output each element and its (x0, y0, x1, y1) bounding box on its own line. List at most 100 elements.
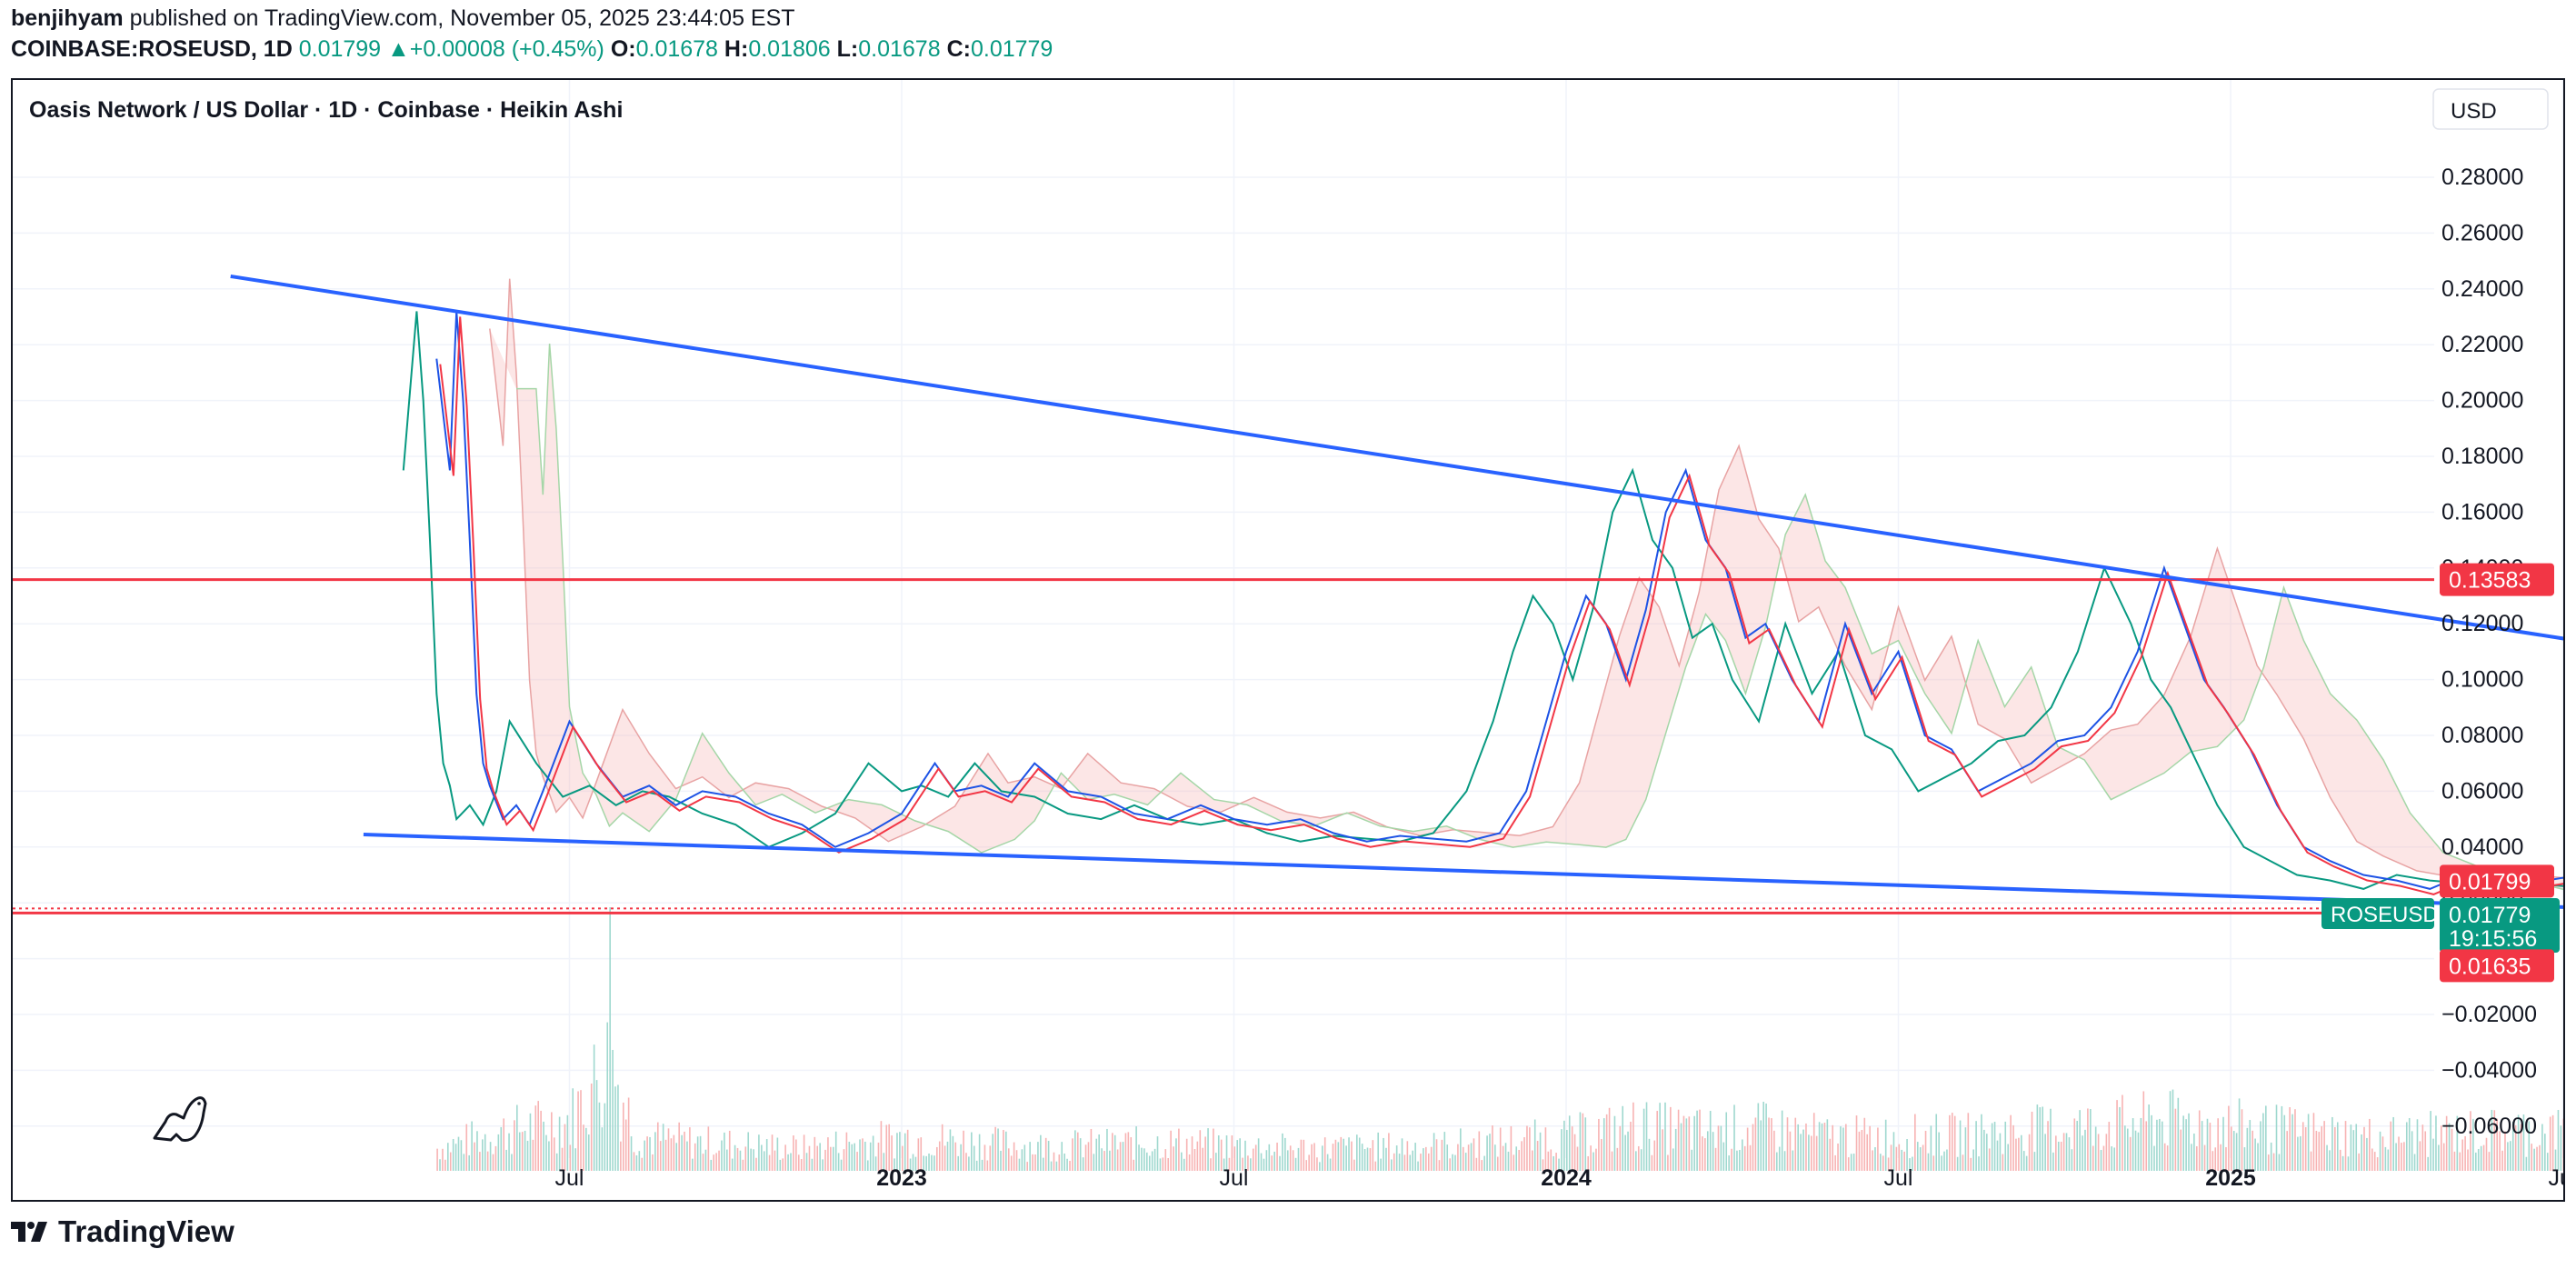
volume-bar (1395, 1145, 1398, 1171)
volume-bar (2007, 1144, 2009, 1171)
volume-bar (646, 1136, 648, 1171)
volume-bar (1531, 1150, 1533, 1171)
volume-bar (2047, 1121, 2049, 1171)
volume-bar (2044, 1134, 2046, 1171)
volume-bar (707, 1126, 710, 1171)
volume-bar (2201, 1121, 2203, 1171)
volume-bar (1677, 1109, 1680, 1171)
volume-bar (2453, 1151, 2456, 1171)
volume-bar (692, 1158, 694, 1171)
volume-bar (928, 1153, 930, 1171)
volume-bar (1964, 1127, 1967, 1171)
volume-bar (2467, 1149, 2469, 1171)
volume-bar (436, 1148, 438, 1171)
y-tick-label: 0.24000 (2441, 276, 2523, 302)
volume-bar (2105, 1134, 2108, 1171)
horizontal-lines[interactable] (13, 578, 2434, 914)
open-value: 0.01678 (635, 36, 718, 62)
volume-bar (2246, 1127, 2249, 1171)
volume-bar (1978, 1156, 1980, 1171)
volume-bar (1321, 1145, 1323, 1171)
volume-bar (1539, 1132, 1542, 1171)
volume-bar (2241, 1109, 2243, 1171)
symbol-tag: ROSEUSD (2331, 903, 2439, 927)
x-tick-label: Jul (555, 1165, 584, 1191)
volume-bar (2262, 1113, 2264, 1171)
volume-bar (954, 1142, 957, 1171)
volume-bar (2539, 1144, 2541, 1171)
volume-bar (2496, 1118, 2498, 1171)
volume-bar (2126, 1128, 2129, 1171)
volume-bar (2169, 1091, 2172, 1171)
volume-bar (1906, 1138, 1908, 1171)
volume-bar (1892, 1132, 1895, 1171)
volume-bar (633, 1152, 635, 1171)
volume-bar (543, 1121, 544, 1171)
volume-bar (1956, 1156, 1959, 1171)
volume-bar (1823, 1123, 1826, 1171)
volume-bar (1084, 1144, 1087, 1171)
volume-bar (1167, 1157, 1169, 1171)
volume-bar (2286, 1131, 2289, 1171)
volume-bar (2339, 1149, 2341, 1171)
volume-bar (2073, 1118, 2076, 1171)
volume-bar (572, 1088, 574, 1171)
volume-bar (726, 1149, 728, 1171)
volume-bar (1066, 1158, 1068, 1171)
author-name[interactable]: benjihyam (11, 5, 124, 31)
volume-bar (1199, 1130, 1202, 1171)
volume-bar (1273, 1151, 1275, 1171)
volume-bar (936, 1146, 938, 1171)
volume-bar (851, 1144, 854, 1171)
volume-bar (2472, 1118, 2474, 1171)
volume-bar (1576, 1146, 1579, 1171)
currency-button[interactable]: USD (2432, 88, 2549, 130)
volume-bar (667, 1128, 670, 1171)
volume-bar (595, 1080, 598, 1171)
volume-bar (975, 1160, 978, 1171)
volume-bar (827, 1137, 829, 1171)
volume-bar (1662, 1129, 1663, 1171)
x-tick-label: Jul (1884, 1165, 1913, 1191)
volume-bar (2124, 1125, 2126, 1171)
volume-bar (938, 1141, 941, 1171)
volume-bar (2267, 1154, 2270, 1171)
volume-bar (2442, 1143, 2445, 1171)
volume-bar (1757, 1103, 1760, 1171)
chart-frame[interactable]: 0.28000 0.26000 0.24000 0.22000 0.20000 0.180… (11, 78, 2565, 1202)
volume-bar (1714, 1147, 1717, 1171)
volume-bar (1271, 1155, 1273, 1171)
volume-bar (2461, 1139, 2463, 1171)
volume-bar (452, 1138, 454, 1171)
volume-bar (2281, 1105, 2283, 1171)
volume-bar (1159, 1158, 1162, 1171)
chart-canvas[interactable]: 0.28000 0.26000 0.24000 0.22000 0.20000 0.180… (13, 80, 2563, 1200)
volume-bar (524, 1130, 526, 1171)
volume-bar (652, 1154, 654, 1171)
volume-bar (1438, 1160, 1441, 1171)
volume-bar (1260, 1153, 1263, 1171)
volume-bar (1032, 1154, 1033, 1171)
tradingview-logo[interactable]: TradingView (11, 1214, 235, 1249)
volume-bar (765, 1139, 768, 1171)
volume-bar (702, 1154, 704, 1171)
volume-bar (2145, 1121, 2148, 1171)
volume-bar (931, 1154, 933, 1171)
volume-bar (790, 1153, 792, 1171)
volume-bar (2427, 1156, 2429, 1171)
volume-bar (1146, 1152, 1148, 1171)
volume-bar (457, 1136, 460, 1171)
price-axis[interactable]: 0.28000 0.26000 0.24000 0.22000 0.20000 0.180… (2441, 165, 2537, 1139)
volume-bar (2119, 1106, 2121, 1171)
volume-bar (537, 1101, 540, 1171)
volume-bar (2252, 1130, 2253, 1171)
volume-bar (627, 1097, 630, 1171)
volume-bar (2087, 1108, 2089, 1171)
time-axis[interactable]: Jul2023Jul2024Jul2025Jul2026Jul2027 (555, 1165, 2563, 1191)
volume-bar (1988, 1148, 1991, 1171)
volume-bar (2111, 1146, 2113, 1171)
volume-bar (1895, 1146, 1898, 1171)
volume-bar (2501, 1150, 2503, 1171)
upper-trendline[interactable] (230, 275, 2563, 764)
volume-bar (2018, 1137, 2020, 1171)
